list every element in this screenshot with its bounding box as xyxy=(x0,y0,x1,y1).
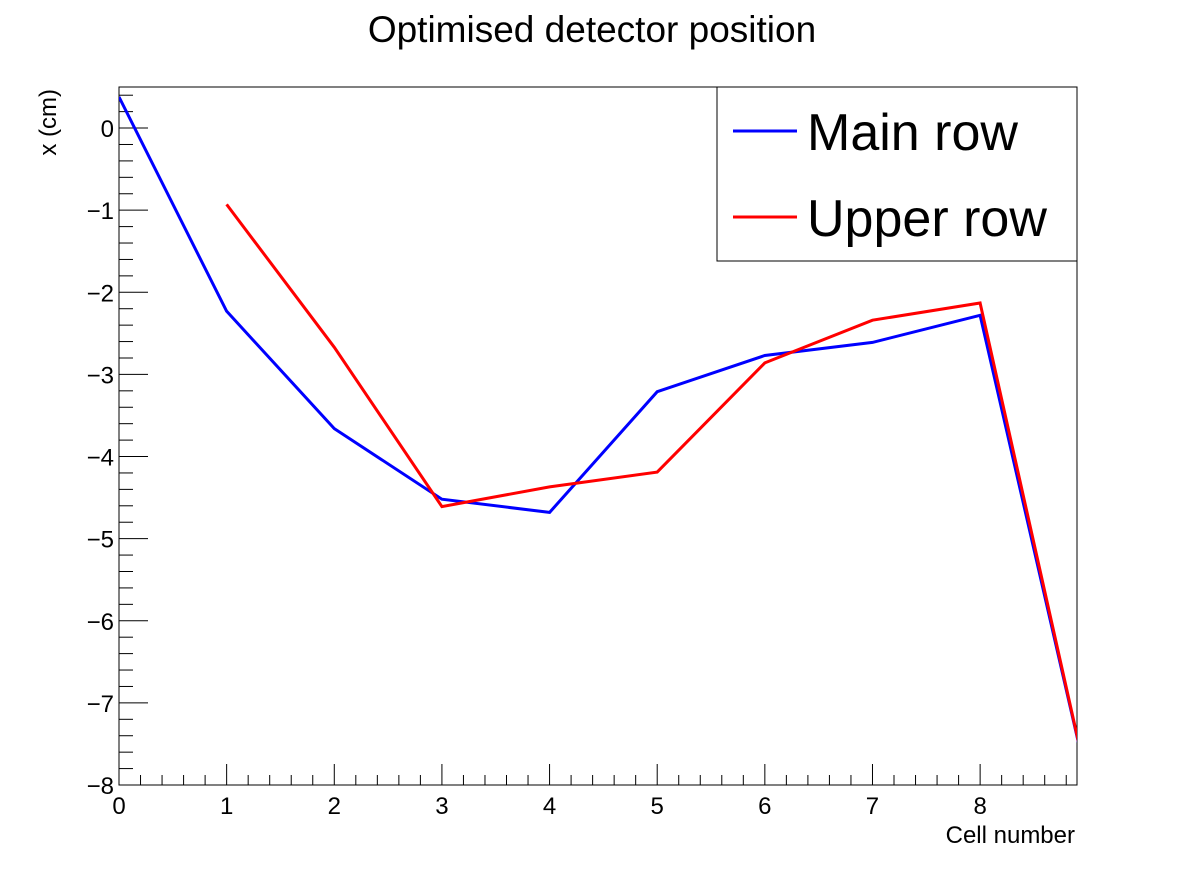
x-tick-label: 5 xyxy=(651,793,664,820)
x-tick-label: 2 xyxy=(328,793,341,820)
y-axis-title: x (cm) xyxy=(35,89,62,156)
x-tick-label: 7 xyxy=(866,793,879,820)
x-tick-label: 0 xyxy=(112,793,125,820)
y-tick-label: −6 xyxy=(87,609,114,636)
x-tick-label: 4 xyxy=(543,793,556,820)
x-tick-label: 6 xyxy=(758,793,771,820)
x-tick-label: 1 xyxy=(220,793,233,820)
legend-label-main-row: Main row xyxy=(807,104,1018,162)
x-tick-label: 8 xyxy=(973,793,986,820)
x-tick-label: 3 xyxy=(435,793,448,820)
x-axis: 0 1 2 3 4 5 6 7 8 xyxy=(112,764,1067,820)
legend-box xyxy=(716,86,1078,262)
legend: Main row Upper row xyxy=(716,86,1078,262)
chart-title: Optimised detector position xyxy=(368,9,816,50)
y-tick-label: −7 xyxy=(87,691,114,718)
y-tick-label: −4 xyxy=(87,445,114,472)
series-line-main-row xyxy=(119,96,1077,744)
y-tick-label: −1 xyxy=(87,198,114,225)
y-tick-label: −8 xyxy=(87,773,114,800)
y-tick-label: 0 xyxy=(101,116,114,143)
y-tick-label: −3 xyxy=(87,362,114,389)
y-tick-label: −5 xyxy=(87,527,114,554)
y-tick-label: −2 xyxy=(87,280,114,307)
series-layer xyxy=(119,96,1077,744)
legend-label-upper-row: Upper row xyxy=(807,190,1047,248)
series-line-upper-row xyxy=(225,203,1077,743)
y-axis: 0 −1 −2 −3 −4 −5 −6 −7 −8 xyxy=(87,94,148,800)
x-axis-title: Cell number xyxy=(946,822,1075,849)
plot-frame xyxy=(118,86,1078,786)
